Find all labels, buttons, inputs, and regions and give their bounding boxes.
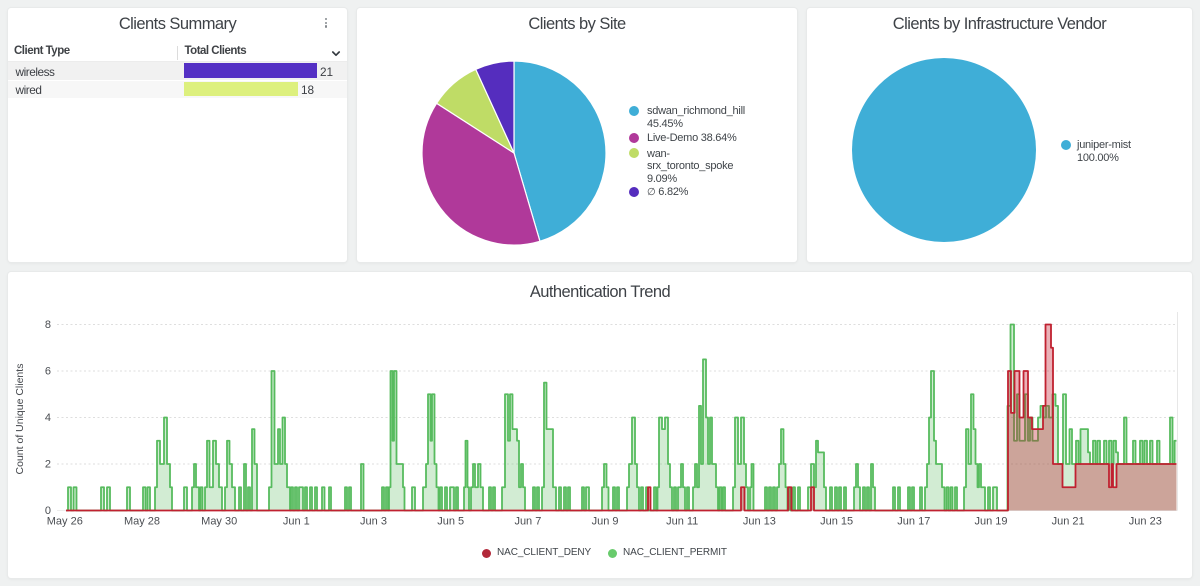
svg-text:May 26: May 26 — [47, 516, 83, 528]
svg-text:Jun 23: Jun 23 — [1129, 516, 1162, 528]
svg-text:Jun 5: Jun 5 — [437, 516, 464, 528]
svg-text:Jun 17: Jun 17 — [897, 516, 930, 528]
svg-text:0: 0 — [45, 505, 51, 517]
svg-text:Jun 11: Jun 11 — [666, 516, 698, 528]
svg-text:8: 8 — [45, 319, 51, 331]
svg-text:Jun 9: Jun 9 — [592, 516, 619, 528]
svg-text:4: 4 — [45, 412, 51, 424]
svg-text:Jun 21: Jun 21 — [1052, 516, 1085, 528]
svg-text:May 30: May 30 — [201, 516, 237, 528]
svg-text:Jun 7: Jun 7 — [514, 516, 541, 528]
svg-text:May 28: May 28 — [124, 516, 160, 528]
svg-text:6: 6 — [45, 366, 51, 378]
svg-text:Count of Unique Clients: Count of Unique Clients — [14, 364, 26, 475]
svg-text:Jun 3: Jun 3 — [360, 516, 387, 528]
svg-text:Jun 1: Jun 1 — [283, 516, 310, 528]
svg-text:Jun 19: Jun 19 — [974, 516, 1007, 528]
svg-text:Jun 13: Jun 13 — [743, 516, 776, 528]
svg-text:Jun 15: Jun 15 — [820, 516, 853, 528]
svg-text:2: 2 — [45, 459, 51, 471]
